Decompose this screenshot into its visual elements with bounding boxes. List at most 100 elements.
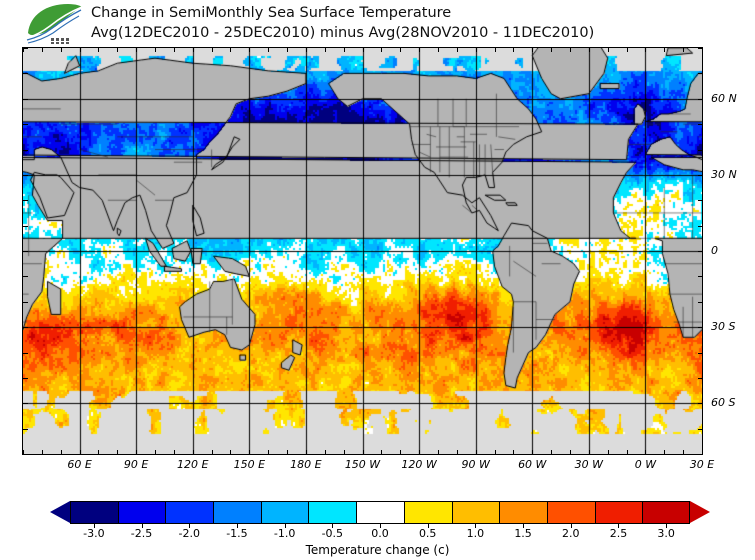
x-tick xyxy=(344,47,345,52)
y-tick xyxy=(698,226,703,227)
x-tick xyxy=(381,47,382,52)
y-tick xyxy=(698,327,703,328)
colorbar-tick-label: 0.0 xyxy=(371,527,389,540)
x-tick xyxy=(23,450,24,455)
x-axis-label: 30 E xyxy=(689,458,715,471)
x-tick xyxy=(438,47,439,52)
y-tick xyxy=(23,99,28,100)
x-axis-label: 0 W xyxy=(634,458,657,471)
colorbar-bin xyxy=(499,501,547,524)
colorbar-title: Temperature change (c) xyxy=(305,543,450,557)
x-tick xyxy=(98,450,99,455)
y-axis-label: 60 S xyxy=(711,396,736,410)
colorbar-tick xyxy=(618,524,619,528)
x-tick xyxy=(664,450,665,455)
y-axis-label: 30 S xyxy=(711,320,736,334)
x-tick xyxy=(363,450,364,455)
colorbar-tick-label: -2.0 xyxy=(178,527,200,540)
colorbar-bin xyxy=(642,501,690,524)
colorbar-tick xyxy=(428,524,429,528)
y-tick xyxy=(23,353,28,354)
y-tick xyxy=(698,99,703,100)
colorbar-tick xyxy=(189,524,190,528)
y-tick xyxy=(23,302,28,303)
x-tick xyxy=(61,450,62,455)
colorbar-tick-label: 2.5 xyxy=(609,527,628,540)
x-tick xyxy=(61,47,62,52)
x-tick xyxy=(570,450,571,455)
colorbar-bin xyxy=(70,501,118,524)
colorbar-tick-label: -1.0 xyxy=(273,527,296,540)
x-tick xyxy=(117,47,118,52)
x-tick xyxy=(683,450,684,455)
x-tick xyxy=(589,47,590,52)
y-tick xyxy=(698,150,703,151)
x-tick xyxy=(212,450,213,455)
x-tick xyxy=(42,450,43,455)
x-tick xyxy=(287,47,288,52)
x-tick xyxy=(400,450,401,455)
x-tick xyxy=(98,47,99,52)
colorbar-bin xyxy=(356,501,404,524)
x-tick xyxy=(627,450,628,455)
x-tick xyxy=(42,47,43,52)
page-subtitle: Avg(12DEC2010 - 25DEC2010) minus Avg(28N… xyxy=(91,25,595,41)
x-tick xyxy=(702,450,703,455)
colorbar-tick-label: 0.5 xyxy=(418,527,437,540)
y-axis-label: 0 xyxy=(711,244,718,257)
x-axis-label: 90 W xyxy=(461,458,490,471)
colorbar-tick xyxy=(285,524,286,528)
colorbar-tick xyxy=(332,524,333,528)
sst-anomaly-raster xyxy=(23,48,702,454)
x-axis-label: 60 E xyxy=(67,458,92,471)
x-axis-label: 150 E xyxy=(233,458,266,471)
y-axis-label: 60 N xyxy=(711,91,737,105)
x-tick xyxy=(495,450,496,455)
x-tick xyxy=(193,47,194,52)
y-tick xyxy=(23,226,28,227)
colorbar-bin xyxy=(213,501,261,524)
x-tick xyxy=(287,450,288,455)
y-tick xyxy=(23,429,28,430)
x-tick xyxy=(476,47,477,52)
y-tick xyxy=(698,48,703,49)
x-tick xyxy=(400,47,401,52)
colorbar-bin xyxy=(165,501,214,524)
x-axis-label: 150 W xyxy=(344,458,381,471)
x-tick xyxy=(212,47,213,52)
colorbar-tick xyxy=(666,524,667,528)
x-tick xyxy=(645,47,646,52)
colorbar-tick-label: -1.5 xyxy=(226,527,248,540)
y-tick xyxy=(698,454,703,455)
colorbar-under-arrow xyxy=(50,501,70,523)
x-tick xyxy=(627,47,628,52)
map-plot-area xyxy=(22,47,703,455)
x-tick xyxy=(325,47,326,52)
y-tick xyxy=(698,302,703,303)
colorbar-tick xyxy=(571,524,572,528)
colorbar-tick xyxy=(142,524,143,528)
colorbar-bin xyxy=(451,501,500,524)
x-tick xyxy=(664,47,665,52)
x-tick xyxy=(306,47,307,52)
colorbar-bin xyxy=(308,501,357,524)
y-tick xyxy=(23,175,28,176)
colorbar-bin xyxy=(594,501,643,524)
x-tick xyxy=(136,47,137,52)
x-axis-label: 120 W xyxy=(401,458,437,471)
green-leaf-logo xyxy=(26,4,83,44)
x-tick xyxy=(136,450,137,455)
y-tick xyxy=(698,353,703,354)
x-tick xyxy=(249,450,250,455)
y-tick xyxy=(23,150,28,151)
x-tick xyxy=(702,47,703,52)
y-tick xyxy=(23,327,28,328)
x-tick xyxy=(23,47,24,52)
colorbar-tick-label: 1.5 xyxy=(514,527,532,540)
y-tick xyxy=(23,251,28,252)
colorbar-over-arrow xyxy=(690,501,710,523)
x-tick xyxy=(532,450,533,455)
x-tick xyxy=(80,47,81,52)
colorbar-tick-label: -2.5 xyxy=(130,527,153,540)
